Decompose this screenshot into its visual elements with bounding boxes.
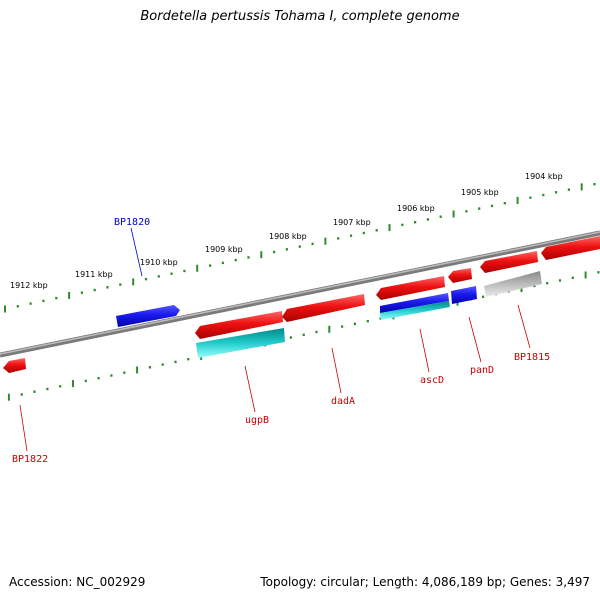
gene-ugpB[interactable]	[195, 311, 283, 339]
leader-lines	[19, 227, 531, 452]
ruler-label-1910: 1910 kbp	[140, 258, 178, 267]
gene-BP1816[interactable]	[480, 251, 538, 273]
gene-BP1814[interactable]	[541, 236, 600, 260]
gene-labels: BP1820 BP1822 ugpB dadA ascD panD BP1815	[12, 217, 550, 465]
ruler-label-1907: 1907 kbp	[333, 218, 371, 227]
ruler-label-1909: 1909 kbp	[205, 245, 243, 254]
gene-ugpB-cyan[interactable]	[196, 328, 285, 358]
gene-panD[interactable]	[451, 286, 477, 304]
gene-ascD[interactable]	[376, 276, 445, 300]
genome-summary: Topology: circular; Length: 4,086,189 bp…	[260, 575, 590, 589]
genome-backbone	[0, 230, 600, 358]
gene-label-BP1822[interactable]: BP1822	[12, 454, 48, 465]
ruler-label-1904: 1904 kbp	[525, 172, 563, 181]
gene-label-ugpB[interactable]: ugpB	[245, 415, 269, 426]
gene-ascD-cyan[interactable]	[380, 301, 450, 320]
gene-label-BP1815[interactable]: BP1815	[514, 352, 550, 363]
gene-panD-red[interactable]	[448, 268, 472, 283]
accession-label: Accession: NC_002929	[9, 575, 146, 589]
ruler-label-1912: 1912 kbp	[10, 281, 48, 290]
gene-label-dadA[interactable]: dadA	[331, 396, 355, 407]
genome-backbone-highlight	[0, 231, 600, 355]
ruler-label-1911: 1911 kbp	[75, 270, 113, 279]
gene-BP1822[interactable]	[3, 358, 26, 373]
ruler-label-1906: 1906 kbp	[397, 204, 435, 213]
gene-BP1815[interactable]	[484, 271, 542, 297]
gene-label-BP1820[interactable]: BP1820	[114, 217, 150, 228]
map-title: Bordetella pertussis Tohama I, complete …	[140, 9, 460, 24]
gene-BP1820[interactable]	[116, 305, 180, 327]
ruler-label-1905: 1905 kbp	[461, 188, 499, 197]
gene-ascD-blue[interactable]	[380, 293, 449, 313]
gene-label-ascD[interactable]: ascD	[420, 375, 444, 386]
gene-dadA[interactable]	[282, 294, 365, 322]
ruler-label-1908: 1908 kbp	[269, 232, 307, 241]
ruler-labels: 1912 kbp 1911 kbp 1910 kbp 1909 kbp 1908…	[10, 172, 563, 290]
upper-ruler	[4, 183, 596, 313]
gene-label-panD[interactable]: panD	[470, 365, 494, 376]
